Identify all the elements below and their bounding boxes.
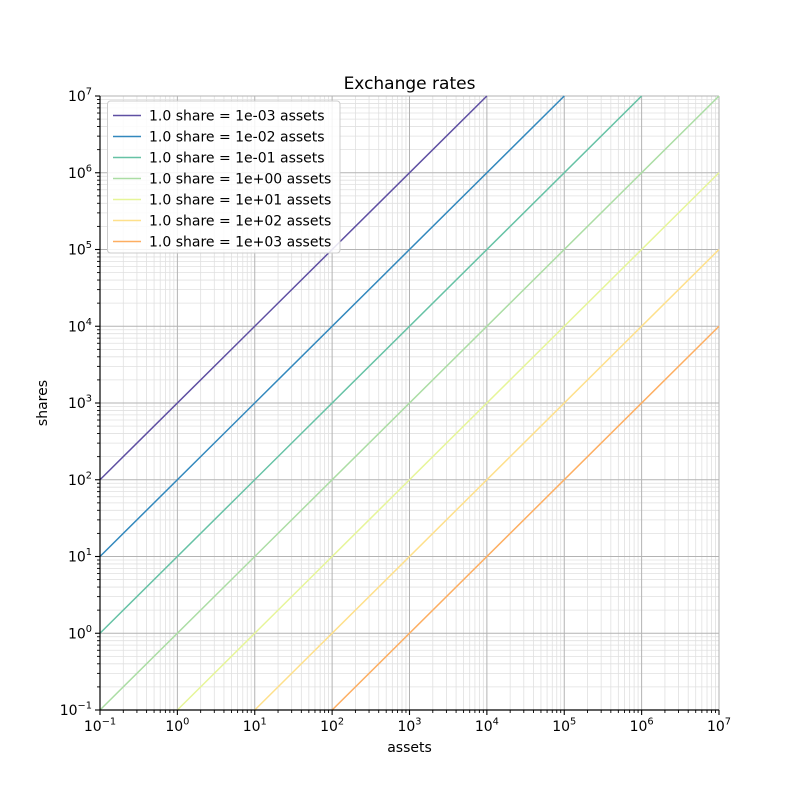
series-line <box>176 172 720 711</box>
legend-label: 1.0 share = 1e-01 assets <box>149 151 325 167</box>
legend-entry: 1.0 share = 1e+00 assets <box>113 172 331 188</box>
legend-label: 1.0 share = 1e+00 assets <box>149 172 331 188</box>
y-tick-label: 10−1 <box>60 701 92 720</box>
legend-entry: 1.0 share = 1e-02 assets <box>113 130 325 146</box>
y-tick-label: 107 <box>68 87 92 106</box>
series-line <box>254 248 720 711</box>
y-tick-label: 101 <box>68 547 92 566</box>
legend-entry: 1.0 share = 1e+01 assets <box>113 193 331 209</box>
axis-ticks <box>95 95 720 715</box>
legend: 1.0 share = 1e-03 assets 1.0 share = 1e-0… <box>107 100 341 254</box>
x-tick-label: 106 <box>630 717 654 736</box>
x-tick-label: 102 <box>320 717 344 736</box>
legend-frame <box>107 100 341 254</box>
y-tick-label: 102 <box>68 470 92 489</box>
y-tick-label: 106 <box>68 163 92 182</box>
y-tick-label: 100 <box>68 624 92 643</box>
chart-title: Exchange rates <box>344 74 476 94</box>
x-tick-label: 101 <box>243 717 267 736</box>
series-lines <box>99 95 720 711</box>
legend-entry: 1.0 share = 1e-03 assets <box>113 109 325 125</box>
x-tick-label: 105 <box>552 717 576 736</box>
series-line <box>99 95 565 558</box>
x-tick-label: 107 <box>707 717 731 736</box>
y-tick-label: 105 <box>68 240 92 259</box>
x-tick-label: 100 <box>165 717 189 736</box>
x-tick-label: 103 <box>397 717 421 736</box>
legend-label: 1.0 share = 1e-03 assets <box>149 109 325 125</box>
tick-labels: 10−1 100 101 102 103 104 105 106 107 10−1 100 101 10… <box>60 87 731 736</box>
series-line <box>331 325 720 711</box>
x-tick-label: 10−1 <box>84 717 116 736</box>
y-tick-label: 103 <box>68 394 92 413</box>
x-axis-label: assets <box>387 740 432 756</box>
series-line <box>99 95 720 711</box>
x-tick-label: 104 <box>475 717 499 736</box>
series-line <box>99 95 643 634</box>
legend-entry: 1.0 share = 1e+02 assets <box>113 214 331 230</box>
y-axis-label: shares <box>35 380 51 426</box>
legend-entry: 1.0 share = 1e+03 assets <box>113 235 331 251</box>
y-tick-label: 104 <box>68 317 92 336</box>
legend-entry: 1.0 share = 1e-01 assets <box>113 151 325 167</box>
legend-label: 1.0 share = 1e+03 assets <box>149 235 331 251</box>
legend-label: 1.0 share = 1e+01 assets <box>149 193 331 209</box>
legend-label: 1.0 share = 1e-02 assets <box>149 130 325 146</box>
legend-label: 1.0 share = 1e+02 assets <box>149 214 331 230</box>
series-line <box>99 95 488 481</box>
